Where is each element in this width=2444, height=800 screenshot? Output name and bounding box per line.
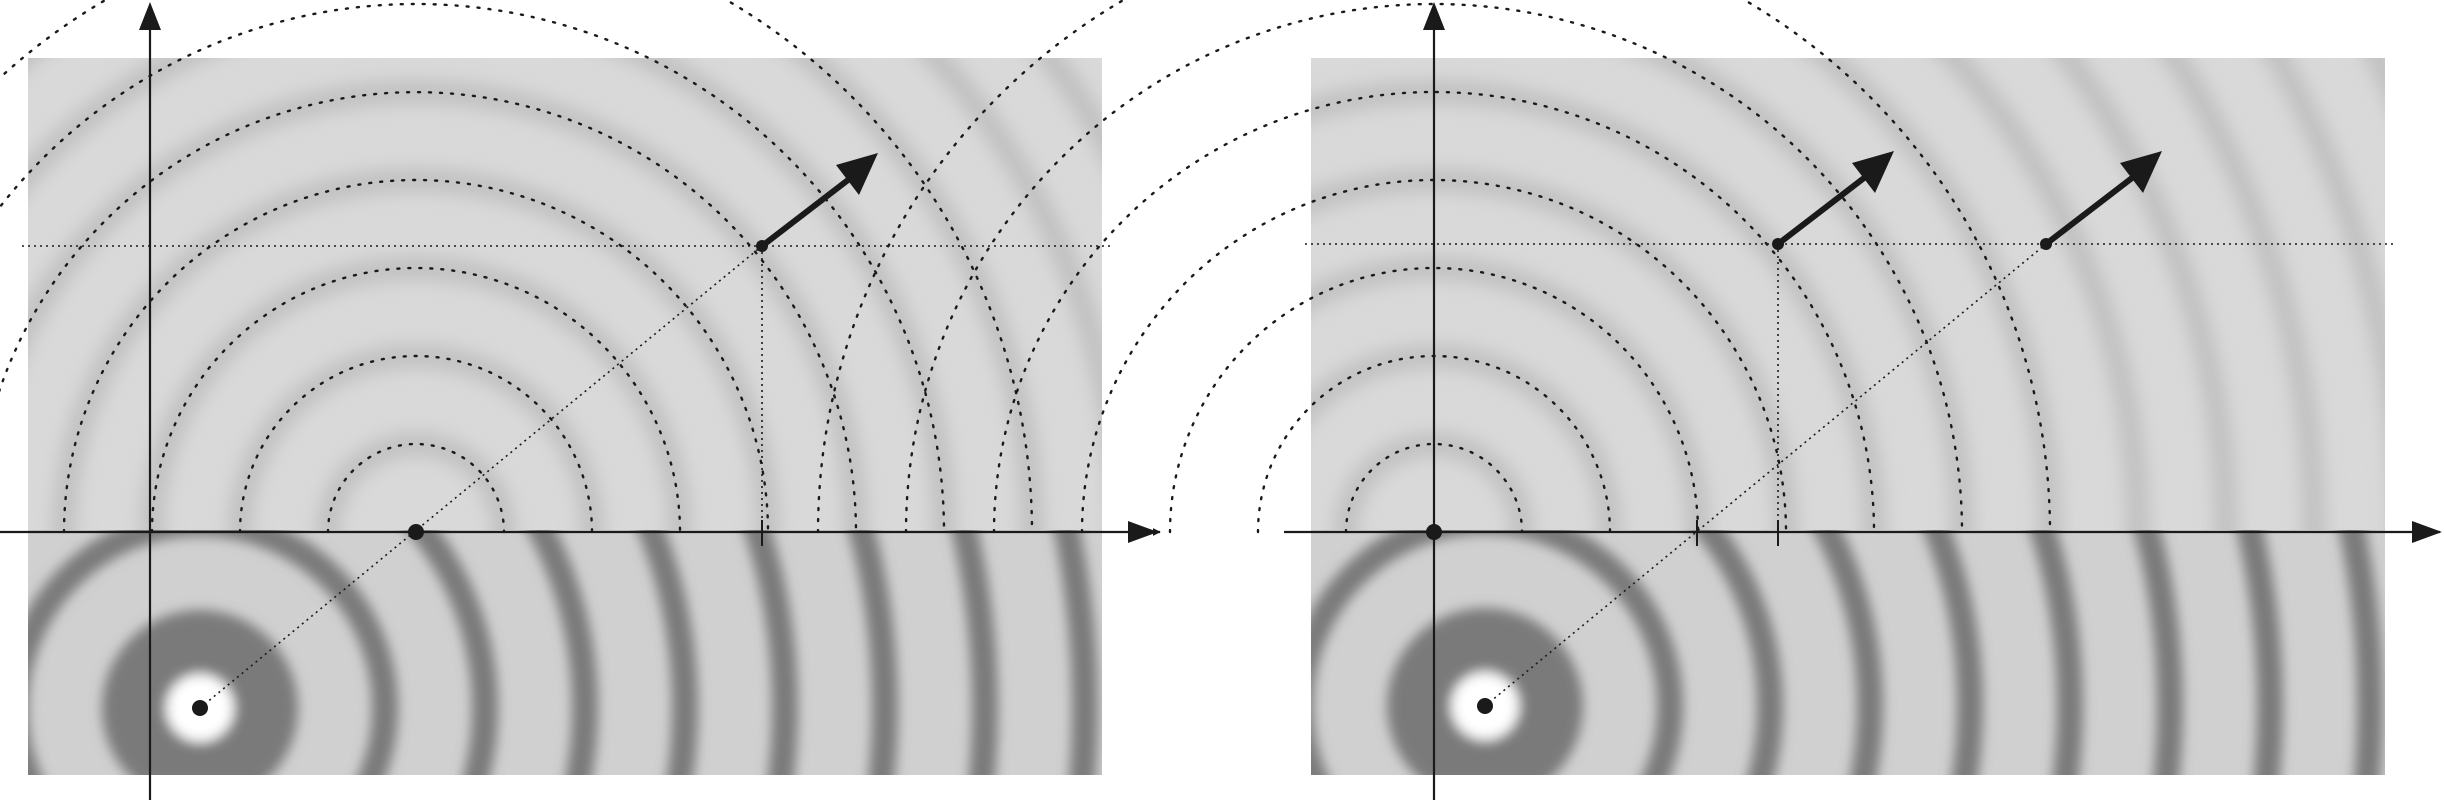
lower-ring — [2236, 530, 2283, 775]
wave-front-arc — [816, 0, 2052, 534]
right-y-axis-arrowhead — [1423, 2, 1445, 30]
left-wave-fronts — [0, 0, 1034, 534]
right-origin-point — [1426, 524, 1442, 540]
left-lower-field — [28, 530, 1102, 775]
lower-ring — [2338, 530, 2383, 775]
lower-ring — [2133, 530, 2183, 775]
left-panel — [0, 0, 1161, 800]
left-x-axis-arrowhead — [1128, 521, 1158, 543]
wave-front-arc — [904, 2, 1964, 534]
right-wave-vector-shaft-1 — [1776, 175, 1866, 247]
right-ray — [1484, 243, 2047, 707]
right-x-axis-arrowhead — [2412, 521, 2442, 543]
lower-ring — [1311, 530, 1683, 775]
lower-ring — [743, 530, 798, 775]
right-wave-vector-shaft-2 — [2044, 175, 2134, 247]
lower-ring — [28, 530, 398, 775]
left-ray — [199, 245, 763, 709]
lower-ring — [951, 530, 998, 775]
lower-ring — [405, 530, 498, 775]
left-source-point — [192, 700, 208, 716]
right-wave-vector-arrowhead-2 — [2120, 151, 2162, 193]
right-source-point — [1477, 698, 1493, 714]
wave-front-arc — [238, 354, 594, 534]
right-second-point — [2040, 238, 2052, 250]
lower-ring — [637, 530, 698, 775]
lower-ring — [1692, 530, 1783, 775]
right-wave-front-point — [1772, 238, 1784, 250]
lower-ring — [526, 530, 598, 775]
lower-ring — [847, 530, 898, 775]
left-wave-vector-shaft — [760, 177, 850, 249]
wave-front-arc — [992, 90, 1876, 534]
lower-ring — [1922, 530, 1983, 775]
upper-ring — [28, 83, 865, 530]
wave-front-arc — [0, 90, 858, 534]
upper-ring — [319, 435, 513, 530]
left-axis-crossing-point — [408, 524, 424, 540]
lower-ring — [1812, 530, 1883, 775]
lower-ring — [2029, 530, 2083, 775]
lower-ring — [1053, 530, 1098, 775]
upper-ring — [143, 259, 689, 530]
left-wave-front-point — [756, 240, 768, 252]
left-wave-vector-arrowhead — [836, 153, 878, 195]
wave-front-arc — [62, 178, 770, 534]
right-wave-vector-arrowhead-1 — [1852, 151, 1894, 193]
left-y-axis-arrowhead — [139, 2, 161, 30]
